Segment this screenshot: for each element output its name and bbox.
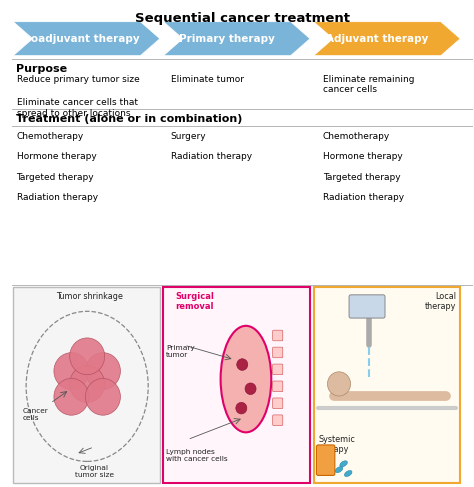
Ellipse shape bbox=[345, 470, 352, 477]
Circle shape bbox=[236, 402, 247, 414]
Circle shape bbox=[70, 366, 105, 402]
Text: Adjuvant therapy: Adjuvant therapy bbox=[326, 34, 428, 44]
Text: Local
therapy: Local therapy bbox=[425, 292, 456, 311]
Circle shape bbox=[54, 353, 89, 390]
Text: Chemotherapy: Chemotherapy bbox=[17, 132, 84, 141]
Text: Surgery: Surgery bbox=[171, 132, 207, 141]
Text: Eliminate cancer cells that
spread to other locations: Eliminate cancer cells that spread to ot… bbox=[17, 98, 137, 118]
FancyBboxPatch shape bbox=[273, 364, 283, 375]
FancyBboxPatch shape bbox=[317, 445, 335, 475]
Text: Lymph nodes
with cancer cells: Lymph nodes with cancer cells bbox=[166, 450, 228, 462]
Text: Neoadjuvant therapy: Neoadjuvant therapy bbox=[15, 34, 139, 44]
Circle shape bbox=[54, 378, 89, 415]
Polygon shape bbox=[314, 22, 460, 56]
FancyBboxPatch shape bbox=[164, 287, 310, 483]
FancyBboxPatch shape bbox=[349, 295, 385, 318]
Text: Cancer
cells: Cancer cells bbox=[23, 408, 48, 421]
Text: Purpose: Purpose bbox=[16, 64, 67, 75]
Text: Hormone therapy: Hormone therapy bbox=[17, 152, 96, 162]
Text: Primary
tumor: Primary tumor bbox=[166, 345, 194, 358]
Circle shape bbox=[237, 359, 248, 371]
Text: Radiation therapy: Radiation therapy bbox=[171, 152, 252, 162]
FancyBboxPatch shape bbox=[314, 287, 460, 483]
Ellipse shape bbox=[335, 467, 343, 473]
FancyBboxPatch shape bbox=[273, 415, 283, 426]
Ellipse shape bbox=[340, 461, 347, 467]
Text: Reduce primary tumor size: Reduce primary tumor size bbox=[17, 75, 139, 84]
FancyBboxPatch shape bbox=[273, 398, 283, 409]
Text: Radiation therapy: Radiation therapy bbox=[17, 193, 98, 202]
Ellipse shape bbox=[220, 326, 271, 432]
Text: Treatment (alone or in combination): Treatment (alone or in combination) bbox=[16, 114, 242, 124]
Text: Eliminate remaining
cancer cells: Eliminate remaining cancer cells bbox=[323, 75, 414, 94]
Text: Systemic
therapy: Systemic therapy bbox=[318, 435, 355, 454]
Text: Targeted therapy: Targeted therapy bbox=[323, 173, 401, 182]
Text: Surgical
removal: Surgical removal bbox=[175, 292, 214, 311]
Text: Radiation therapy: Radiation therapy bbox=[323, 193, 404, 202]
Text: Primary therapy: Primary therapy bbox=[179, 34, 275, 44]
Circle shape bbox=[70, 338, 105, 375]
Text: Tumor shrinkage: Tumor shrinkage bbox=[56, 292, 123, 301]
Text: Chemotherapy: Chemotherapy bbox=[323, 132, 390, 141]
Text: Sequential cancer treatment: Sequential cancer treatment bbox=[135, 12, 350, 25]
Circle shape bbox=[85, 378, 120, 415]
FancyBboxPatch shape bbox=[273, 347, 283, 358]
Text: Original
tumor size: Original tumor size bbox=[74, 465, 114, 478]
Circle shape bbox=[245, 383, 256, 394]
Text: Targeted therapy: Targeted therapy bbox=[17, 173, 94, 182]
Polygon shape bbox=[13, 22, 160, 56]
Circle shape bbox=[85, 353, 120, 390]
Polygon shape bbox=[164, 22, 310, 56]
Text: Eliminate tumor: Eliminate tumor bbox=[171, 75, 244, 84]
FancyBboxPatch shape bbox=[273, 381, 283, 392]
FancyBboxPatch shape bbox=[13, 287, 160, 483]
Text: Hormone therapy: Hormone therapy bbox=[323, 152, 402, 162]
Circle shape bbox=[328, 372, 351, 396]
FancyBboxPatch shape bbox=[273, 330, 283, 341]
